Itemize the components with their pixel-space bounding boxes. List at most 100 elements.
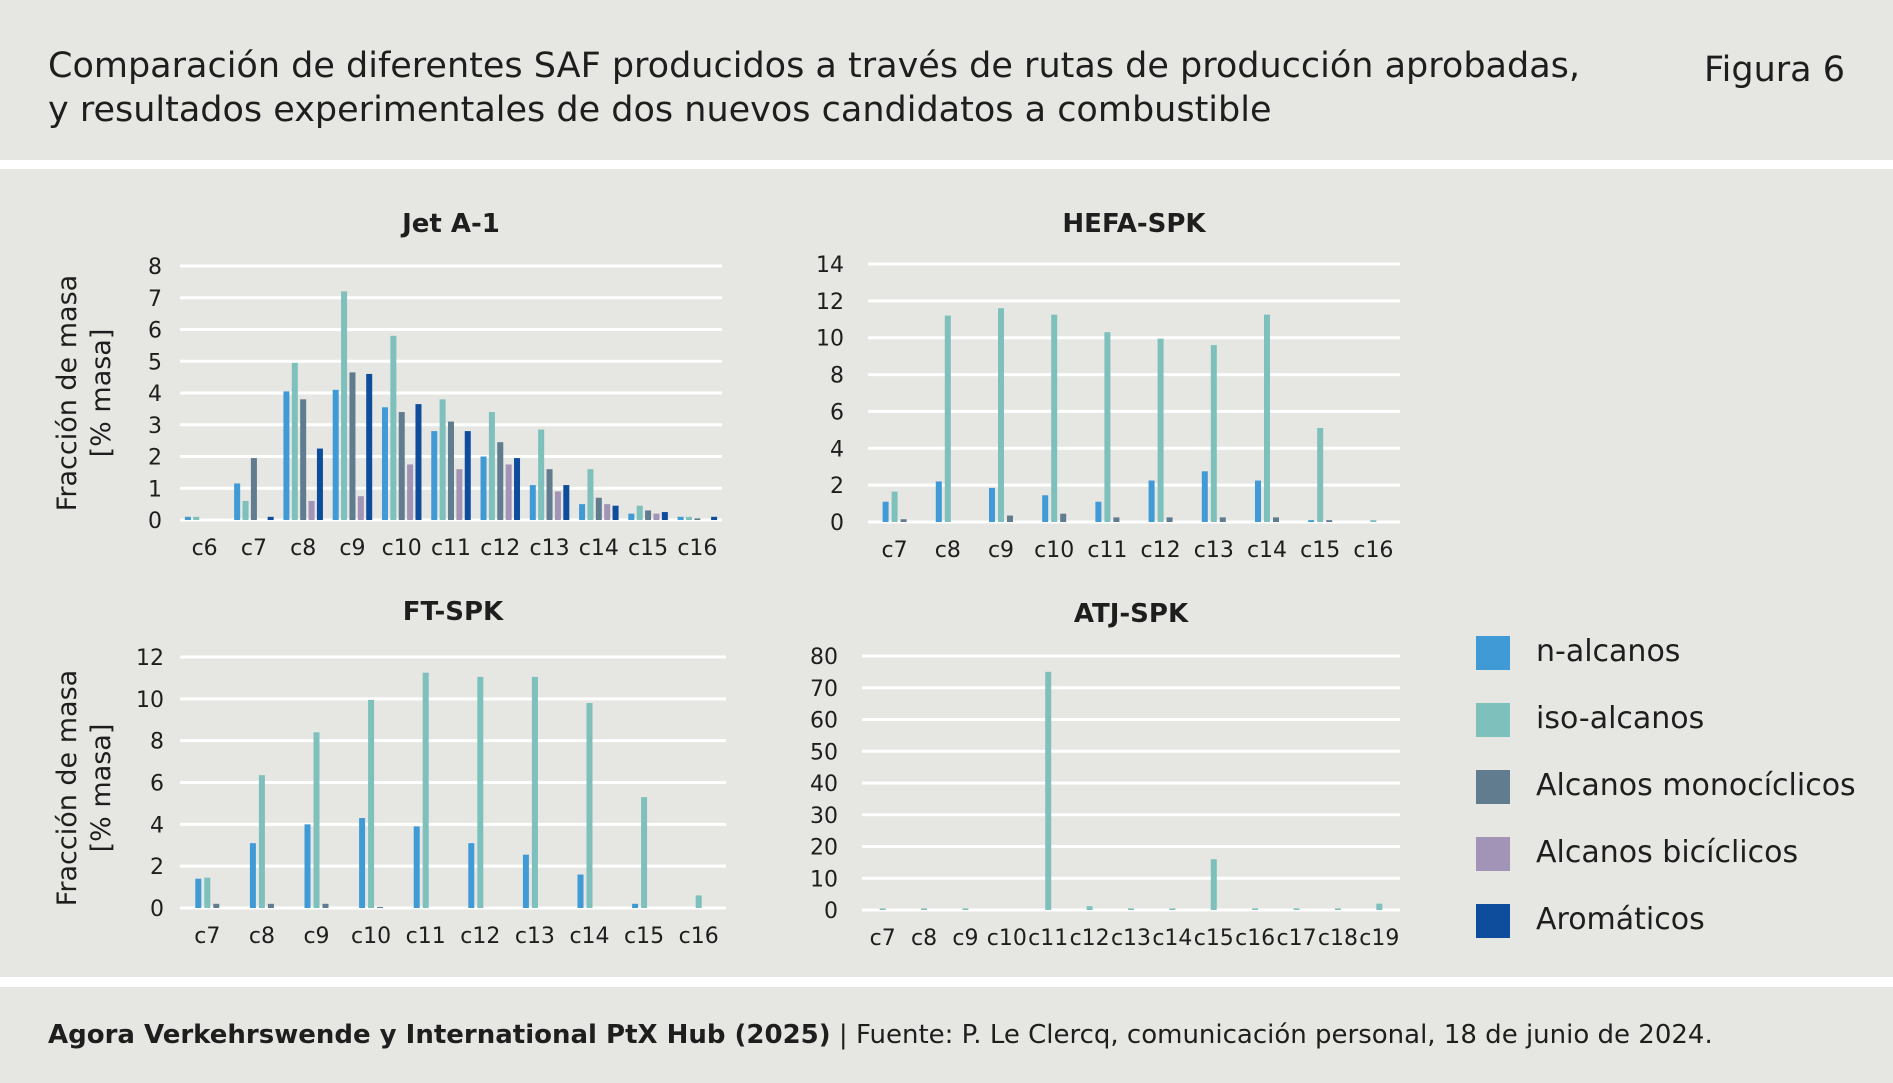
bar xyxy=(577,874,584,908)
x-tick-label: c8 xyxy=(911,926,937,951)
y-tick-label: 30 xyxy=(810,804,838,829)
bar xyxy=(439,399,446,520)
bar xyxy=(1317,428,1324,522)
y-tick-label: 2 xyxy=(830,474,844,499)
bar xyxy=(477,676,484,908)
bar xyxy=(468,843,475,908)
legend-label: Alcanos monocíclicos xyxy=(1536,768,1856,803)
bar xyxy=(1308,520,1315,522)
bar xyxy=(661,512,668,520)
bar xyxy=(357,496,364,520)
bar xyxy=(1252,908,1259,910)
x-tick-label: c9 xyxy=(303,924,329,949)
chart-ft-spk: FT-SPK 0 2 4 6 8 10 12 c7 c8 c9 c10 c11 c12 c13 c14 c15 c… xyxy=(136,597,726,949)
x-tick-label: c10 xyxy=(382,536,422,561)
bar xyxy=(586,703,593,908)
x-tick-label: c9 xyxy=(988,538,1014,563)
figure-number: Figura 6 xyxy=(1704,50,1845,90)
bar xyxy=(422,672,429,908)
bar xyxy=(632,903,639,908)
bar xyxy=(184,516,191,520)
bar xyxy=(1264,314,1270,522)
y-axis-title-line-2: [% masa] xyxy=(86,329,117,458)
bar xyxy=(1060,513,1067,522)
bar xyxy=(366,373,373,520)
legend-swatch xyxy=(1476,904,1510,938)
x-tick-label: c13 xyxy=(1194,538,1234,563)
header-panel xyxy=(0,0,1893,160)
bar xyxy=(242,500,249,520)
chart-title: Jet A-1 xyxy=(400,209,500,239)
bar xyxy=(415,404,422,520)
x-tick-label: c14 xyxy=(1247,538,1287,563)
legend-label: Alcanos bicíclicos xyxy=(1536,835,1799,870)
x-tick-label: c15 xyxy=(1300,538,1340,563)
y-tick-label: 40 xyxy=(810,772,838,797)
x-tick-label: c14 xyxy=(569,924,609,949)
y-tick-label: 2 xyxy=(150,855,164,880)
x-tick-label: c8 xyxy=(935,538,961,563)
bar xyxy=(1157,338,1164,522)
x-tick-label: c14 xyxy=(1152,926,1192,951)
y-axis-title: Fracción de masa [% masa] xyxy=(52,275,117,511)
bar xyxy=(529,485,536,520)
bar xyxy=(1210,859,1217,910)
bar xyxy=(359,818,366,908)
bar xyxy=(413,826,420,908)
bar xyxy=(595,497,602,520)
bar xyxy=(612,505,619,520)
bar xyxy=(641,797,648,908)
chart-title: FT-SPK xyxy=(403,597,504,627)
y-tick-label: 3 xyxy=(148,414,162,439)
x-tick-label: c18 xyxy=(1318,926,1358,951)
bar xyxy=(249,843,256,908)
legend-swatch xyxy=(1476,837,1510,871)
bar xyxy=(195,878,202,908)
bar xyxy=(267,516,274,520)
bar xyxy=(390,335,397,520)
y-tick-label: 2 xyxy=(148,446,162,471)
chart-hefa-spk: HEFA-SPK 0 2 4 6 8 10 12 14 c7 c8 c9 c10 c11 c12 c13 c14… xyxy=(816,209,1400,563)
y-axis-title: Fracción de masa [% masa] xyxy=(52,670,117,906)
y-tick-label: 4 xyxy=(148,382,162,407)
x-tick-label: c16 xyxy=(679,924,719,949)
legend-label: iso-alcanos xyxy=(1536,701,1705,736)
x-tick-label: c15 xyxy=(624,924,664,949)
bar xyxy=(695,895,702,908)
bar xyxy=(204,877,211,908)
bar xyxy=(267,903,274,908)
bar xyxy=(250,458,257,520)
bar xyxy=(1169,908,1176,910)
bar xyxy=(456,469,463,520)
x-tick-label: c11 xyxy=(406,924,446,949)
y-tick-label: 6 xyxy=(150,772,164,797)
bar xyxy=(488,412,495,520)
bar xyxy=(531,676,538,908)
x-tick-label: c19 xyxy=(1359,926,1399,951)
bar xyxy=(1007,515,1013,522)
bar xyxy=(563,485,570,520)
bar xyxy=(1104,332,1111,522)
x-tick-label: c10 xyxy=(987,926,1027,951)
bar xyxy=(407,464,414,520)
y-tick-label: 10 xyxy=(810,867,838,892)
bar xyxy=(944,315,951,522)
bar xyxy=(694,518,701,520)
bar xyxy=(1201,471,1208,522)
legend-swatch xyxy=(1476,703,1510,737)
bar xyxy=(711,516,718,520)
legend-swatch xyxy=(1476,636,1510,670)
bar xyxy=(962,908,969,910)
x-tick-label: c7 xyxy=(241,536,267,561)
y-tick-label: 8 xyxy=(148,255,162,280)
bar xyxy=(505,464,512,520)
x-tick-label: c12 xyxy=(460,924,500,949)
bar xyxy=(579,504,586,520)
footer-source-text: Fuente: P. Le Clercq, comunicación perso… xyxy=(855,1020,1713,1050)
bar xyxy=(1128,908,1134,910)
bar xyxy=(900,519,907,522)
bar xyxy=(989,487,995,522)
bar xyxy=(604,504,611,520)
bar xyxy=(514,458,521,520)
x-tick-label: c7 xyxy=(882,538,908,563)
